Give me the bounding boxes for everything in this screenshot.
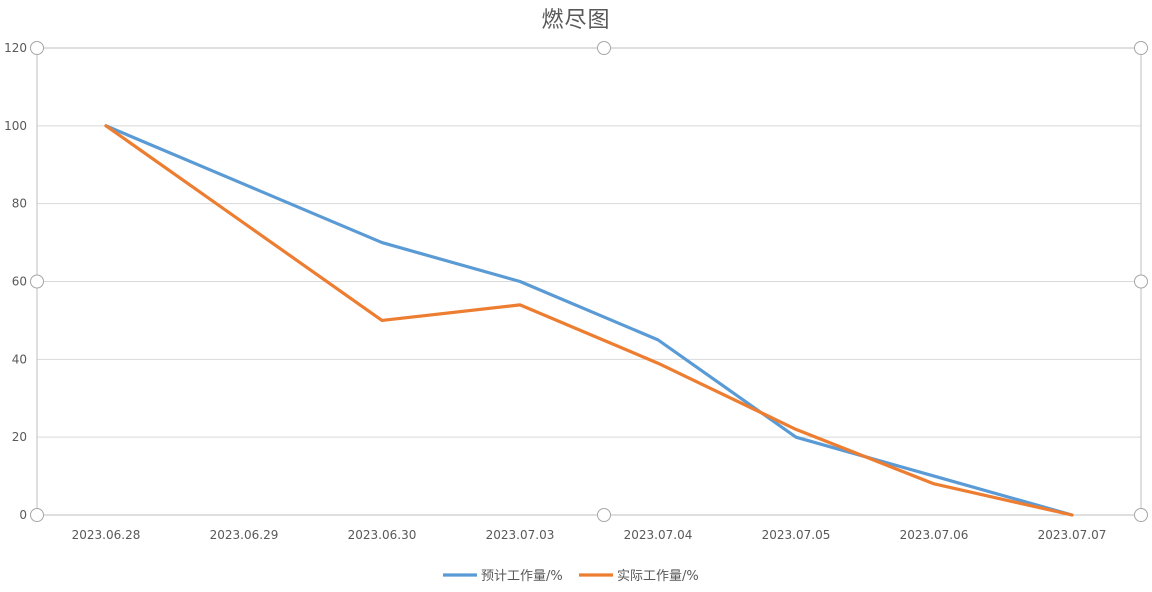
x-tick-label: 2023.06.30 xyxy=(348,528,417,542)
x-tick-label: 2023.07.03 xyxy=(486,528,555,542)
resize-handle[interactable] xyxy=(1134,508,1148,522)
y-tick-label: 40 xyxy=(12,352,27,366)
chart-title: 燃尽图 xyxy=(541,8,611,33)
x-tick-label: 2023.07.06 xyxy=(900,528,969,542)
x-tick-label: 2023.06.28 xyxy=(72,528,141,542)
x-tick-label: 2023.06.29 xyxy=(210,528,279,542)
resize-handle[interactable] xyxy=(30,41,44,55)
series-line-1[interactable] xyxy=(104,124,1074,517)
y-axis-ticks: 0 20 40 60 80 100 120 xyxy=(4,41,27,522)
legend-label: 实际工作量/% xyxy=(617,569,699,584)
x-axis-ticks: 2023.06.28 2023.06.29 2023.06.30 2023.07.03… xyxy=(72,528,1107,542)
series-lines[interactable] xyxy=(104,124,1074,517)
series-line-2[interactable] xyxy=(104,124,1074,517)
x-tick-label: 2023.07.07 xyxy=(1038,528,1107,542)
legend[interactable]: 预计工作量/% 实际工作量/% xyxy=(443,569,699,584)
legend-label: 预计工作量/% xyxy=(481,569,563,584)
resize-handle[interactable] xyxy=(597,508,611,522)
y-tick-label: 60 xyxy=(12,275,27,289)
x-tick-label: 2023.07.04 xyxy=(624,528,693,542)
gridlines xyxy=(37,125,1141,438)
y-tick-label: 20 xyxy=(12,430,27,444)
y-tick-label: 0 xyxy=(19,508,27,522)
resize-handle[interactable] xyxy=(30,508,44,522)
resize-handle[interactable] xyxy=(30,274,44,289)
resize-handle[interactable] xyxy=(597,41,611,55)
y-tick-label: 100 xyxy=(4,119,27,133)
resize-handle[interactable] xyxy=(1134,274,1148,289)
legend-item-2[interactable]: 实际工作量/% xyxy=(579,569,699,584)
y-tick-label: 120 xyxy=(4,41,27,55)
legend-item-1[interactable]: 预计工作量/% xyxy=(443,569,563,584)
resize-handle[interactable] xyxy=(1134,41,1148,55)
x-tick-label: 2023.07.05 xyxy=(762,528,831,542)
y-tick-label: 80 xyxy=(12,197,27,211)
resize-handles[interactable] xyxy=(30,41,1148,522)
